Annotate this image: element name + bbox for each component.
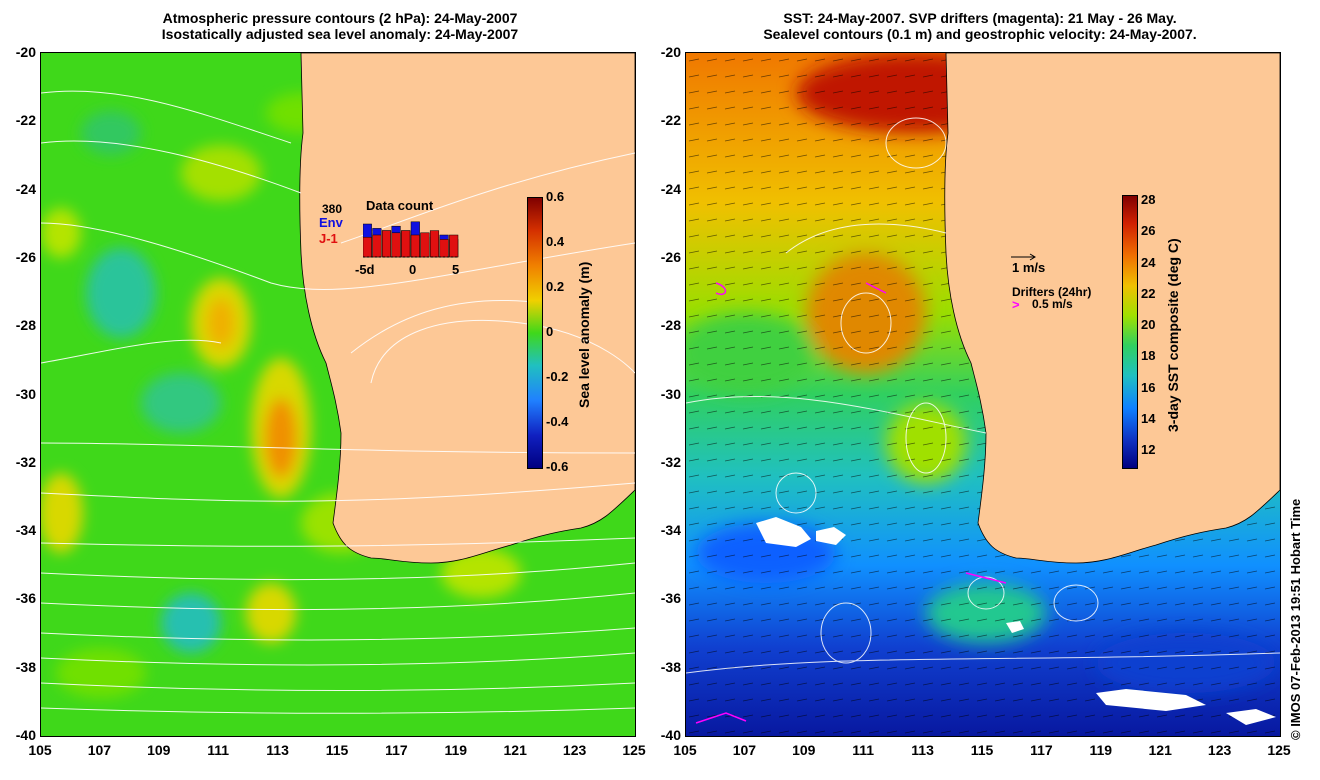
- sst-colorbar-label: 3-day SST composite (deg C): [1165, 238, 1181, 432]
- drifter-marker-icon: >: [1012, 297, 1020, 312]
- y-tick-label: -32: [15, 453, 36, 470]
- y-tick-label: -22: [660, 112, 681, 129]
- sea-level-colorbar-label: Sea level anomaly (m): [576, 261, 592, 408]
- env-label: Env: [319, 215, 343, 230]
- colorbar-tick-label: 0.4: [546, 234, 565, 249]
- sst-map[interactable]: [685, 52, 1281, 737]
- data-count-title: Data count: [366, 198, 434, 213]
- colorbar-tick-label: 28: [1141, 192, 1156, 207]
- x-tick-label: 125: [622, 742, 646, 758]
- x-tick-label: 117: [385, 742, 408, 758]
- data-count-max: 380: [322, 202, 343, 216]
- y-tick-label: -26: [15, 248, 36, 265]
- data-count-chart: [363, 221, 459, 258]
- j1-count-bar: [401, 230, 411, 258]
- y-tick-label: -26: [660, 248, 681, 265]
- x-tick-label: 125: [1267, 742, 1291, 758]
- x-tick-label: 109: [147, 742, 171, 758]
- j1-count-bar: [372, 234, 382, 258]
- left-panel-title: Atmospheric pressure contours (2 hPa): 2…: [60, 10, 620, 42]
- colorbar-tick-label: -0.2: [546, 369, 569, 384]
- y-tick-label: -34: [15, 522, 36, 539]
- y-tick-label: -32: [660, 453, 681, 470]
- y-tick-label: -20: [660, 44, 681, 60]
- colorbar-tick-label: -0.4: [546, 414, 569, 429]
- colorbar-tick-label: 0.6: [546, 189, 565, 204]
- sea-level-anomaly-map[interactable]: [40, 52, 636, 737]
- y-tick-label: -24: [660, 180, 681, 197]
- x-tick-label: 123: [562, 742, 587, 758]
- sea-level-map-graphic: [41, 53, 635, 736]
- y-tick-label: -22: [15, 112, 36, 129]
- j1-label: J-1: [319, 231, 338, 246]
- y-tick-label: -30: [660, 385, 681, 402]
- y-tick-label: -40: [15, 727, 36, 743]
- y-tick-label: -34: [660, 522, 681, 539]
- j1-count-bar: [410, 234, 420, 258]
- j1-count-bar: [449, 234, 459, 258]
- j1-count-bar: [420, 232, 430, 258]
- sst-map-graphic: [686, 53, 1280, 736]
- dc-tick-neg: -5d: [355, 262, 375, 277]
- y-tick-label: -24: [15, 180, 36, 197]
- y-tick-label: -28: [660, 317, 681, 334]
- y-tick-label: -36: [660, 590, 681, 607]
- right-title-line1: SST: 24-May-2007. SVP drifters (magenta)…: [783, 10, 1177, 26]
- drifters-label: Drifters (24hr): [1012, 285, 1092, 299]
- j1-count-bar: [391, 232, 401, 258]
- imos-credit: © IMOS 07-Feb-2013 19:51 Hobart Time: [1288, 498, 1303, 740]
- x-tick-label: 121: [503, 742, 527, 758]
- colorbar-tick-label: 22: [1141, 285, 1156, 301]
- colorbar-tick-label: 14: [1141, 410, 1156, 426]
- left-title-line2: Isostatically adjusted sea level anomaly…: [161, 26, 519, 42]
- colorbar-tick-label: 24: [1141, 254, 1156, 270]
- y-tick-label: -38: [15, 658, 36, 675]
- dc-tick-zero: 0: [409, 262, 417, 277]
- x-tick-label: 111: [207, 742, 230, 758]
- y-tick-label: -40: [660, 727, 681, 743]
- x-tick-label: 123: [1207, 742, 1232, 758]
- colorbar-tick-label: -0.6: [546, 459, 569, 474]
- y-tick-label: -38: [660, 658, 681, 675]
- y-tick-label: -30: [15, 385, 36, 402]
- x-tick-label: 109: [792, 742, 816, 758]
- x-tick-label: 105: [673, 742, 697, 758]
- x-tick-label: 117: [1030, 742, 1053, 758]
- j1-count-bar: [439, 239, 449, 258]
- velocity-scale-arrow: [1011, 253, 1036, 261]
- x-tick-label: 115: [325, 742, 349, 758]
- right-panel-title: SST: 24-May-2007. SVP drifters (magenta)…: [660, 10, 1300, 42]
- x-tick-label: 119: [1089, 742, 1113, 758]
- drifter-speed-label: 0.5 m/s: [1032, 297, 1073, 311]
- colorbar-tick-label: 0.2: [546, 279, 565, 294]
- x-tick-label: 107: [732, 742, 757, 758]
- colorbar-tick-label: 26: [1141, 223, 1156, 239]
- x-tick-label: 105: [28, 742, 52, 758]
- sst-colorbar: [1122, 195, 1138, 469]
- j1-count-bar: [429, 230, 440, 258]
- colorbar-tick-label: 18: [1141, 348, 1156, 364]
- left-title-line1: Atmospheric pressure contours (2 hPa): 2…: [162, 10, 518, 26]
- colorbar-tick-label: 16: [1141, 379, 1156, 395]
- y-tick-label: -20: [15, 44, 36, 60]
- x-tick-label: 113: [911, 742, 934, 758]
- x-tick-label: 113: [266, 742, 289, 758]
- j1-count-bar: [381, 230, 392, 258]
- y-tick-label: -28: [15, 317, 36, 334]
- colorbar-tick-label: 0: [546, 324, 554, 339]
- x-tick-label: 119: [444, 742, 468, 758]
- x-tick-label: 111: [852, 742, 875, 758]
- right-title-line2: Sealevel contours (0.1 m) and geostrophi…: [763, 26, 1197, 42]
- colorbar-tick-label: 20: [1141, 317, 1156, 332]
- y-tick-label: -36: [15, 590, 36, 607]
- x-tick-label: 115: [970, 742, 994, 758]
- j1-count-bar: [363, 236, 372, 258]
- colorbar-tick-label: 12: [1141, 442, 1156, 457]
- x-tick-label: 107: [87, 742, 112, 758]
- velocity-scale-label: 1 m/s: [1012, 260, 1046, 275]
- sea-level-colorbar: [527, 197, 543, 469]
- x-tick-label: 121: [1148, 742, 1172, 758]
- dc-tick-pos: 5: [452, 262, 460, 277]
